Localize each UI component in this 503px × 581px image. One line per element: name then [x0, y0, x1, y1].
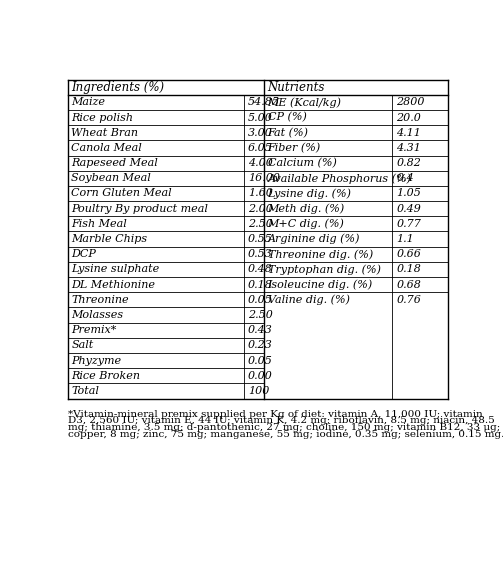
Text: 0.77: 0.77 [396, 219, 421, 229]
Text: Tryptophan dig. (%): Tryptophan dig. (%) [268, 264, 381, 275]
Text: Premix*: Premix* [71, 325, 117, 335]
Text: 0.18: 0.18 [248, 279, 273, 289]
Text: DL Methionine: DL Methionine [71, 279, 155, 289]
Text: 0.18: 0.18 [396, 264, 421, 274]
Text: Arginine dig (%): Arginine dig (%) [268, 234, 360, 245]
Text: Maize: Maize [71, 98, 106, 107]
Text: M+C dig. (%): M+C dig. (%) [268, 218, 345, 229]
Text: 4.11: 4.11 [396, 128, 421, 138]
Text: Total: Total [71, 386, 99, 396]
Text: 0.68: 0.68 [396, 279, 421, 289]
Text: Valine dig. (%): Valine dig. (%) [268, 295, 350, 305]
Text: Threonine: Threonine [71, 295, 129, 305]
Text: Threonine dig. (%): Threonine dig. (%) [268, 249, 373, 260]
Text: 0.43: 0.43 [248, 325, 273, 335]
Text: 0.82: 0.82 [396, 158, 421, 168]
Text: 20.0: 20.0 [396, 113, 421, 123]
Text: Fish Meal: Fish Meal [71, 219, 127, 229]
Text: copper, 8 mg; zinc, 75 mg; manganese, 55 mg; iodine, 0.35 mg; selenium, 0.15 mg.: copper, 8 mg; zinc, 75 mg; manganese, 55… [67, 429, 503, 439]
Text: Nutrients: Nutrients [268, 81, 325, 94]
Text: Lysine dig. (%): Lysine dig. (%) [268, 188, 352, 199]
Text: 0.05: 0.05 [248, 356, 273, 365]
Text: Wheat Bran: Wheat Bran [71, 128, 138, 138]
Text: 100: 100 [248, 386, 270, 396]
Text: 2.50: 2.50 [248, 219, 273, 229]
Text: 5.00: 5.00 [248, 113, 273, 123]
Text: mg; thiamine, 3.5 mg; d-pantothenic, 27 mg; choline, 150 mg; vitamin B12, 33 μg;: mg; thiamine, 3.5 mg; d-pantothenic, 27 … [67, 423, 500, 432]
Text: 6.05: 6.05 [248, 143, 273, 153]
Text: 0.55: 0.55 [248, 234, 273, 244]
Text: Salt: Salt [71, 340, 94, 350]
Text: Calcium (%): Calcium (%) [268, 158, 337, 168]
Text: 0.00: 0.00 [248, 371, 273, 381]
Text: Canola Meal: Canola Meal [71, 143, 142, 153]
Text: Ingredients (%): Ingredients (%) [71, 81, 164, 94]
Text: Marble Chips: Marble Chips [71, 234, 147, 244]
Text: Poultry By product meal: Poultry By product meal [71, 204, 208, 214]
Text: 1.60: 1.60 [248, 188, 273, 199]
Text: Available Phosphorus (%): Available Phosphorus (%) [268, 173, 411, 184]
Text: 0.49: 0.49 [396, 204, 421, 214]
Text: D3, 2,560 IU; vitamin E, 44 IU; vitamin K, 4.2 mg; riboflavin, 8.5 mg; niacin, 4: D3, 2,560 IU; vitamin E, 44 IU; vitamin … [67, 417, 494, 425]
Text: Isoleucine dig. (%): Isoleucine dig. (%) [268, 279, 373, 290]
Text: 2.00: 2.00 [248, 204, 273, 214]
Text: 0.76: 0.76 [396, 295, 421, 305]
Text: 0.66: 0.66 [396, 249, 421, 259]
Text: 3.00: 3.00 [248, 128, 273, 138]
Text: Rice polish: Rice polish [71, 113, 133, 123]
Text: Molasses: Molasses [71, 310, 124, 320]
Text: Rapeseed Meal: Rapeseed Meal [71, 158, 158, 168]
Text: 2.50: 2.50 [248, 310, 273, 320]
Text: 0.23: 0.23 [248, 340, 273, 350]
Text: Phyzyme: Phyzyme [71, 356, 122, 365]
Text: 0.48: 0.48 [248, 264, 273, 274]
Text: Rice Broken: Rice Broken [71, 371, 140, 381]
Text: Corn Gluten Meal: Corn Gluten Meal [71, 188, 172, 199]
Text: 4.31: 4.31 [396, 143, 421, 153]
Text: Soybean Meal: Soybean Meal [71, 173, 151, 183]
Text: 1.1: 1.1 [396, 234, 414, 244]
Text: Fiber (%): Fiber (%) [268, 143, 321, 153]
Text: 54.85: 54.85 [248, 98, 280, 107]
Text: CP (%): CP (%) [268, 112, 306, 123]
Text: 4.00: 4.00 [248, 158, 273, 168]
Text: ME (Kcal/kg): ME (Kcal/kg) [268, 97, 342, 107]
Text: 16.00: 16.00 [248, 173, 280, 183]
Text: *Vitamin-mineral premix supplied per Kg of diet: vitamin A, 11,000 IU; vitamin: *Vitamin-mineral premix supplied per Kg … [67, 410, 482, 419]
Text: DCP: DCP [71, 249, 97, 259]
Text: Lysine sulphate: Lysine sulphate [71, 264, 159, 274]
Text: 0.05: 0.05 [248, 295, 273, 305]
Text: 1.05: 1.05 [396, 188, 421, 199]
Text: 2800: 2800 [396, 98, 425, 107]
Text: Meth dig. (%): Meth dig. (%) [268, 203, 345, 214]
Text: 0.53: 0.53 [248, 249, 273, 259]
Text: 0.4: 0.4 [396, 173, 414, 183]
Text: Fat (%): Fat (%) [268, 128, 308, 138]
